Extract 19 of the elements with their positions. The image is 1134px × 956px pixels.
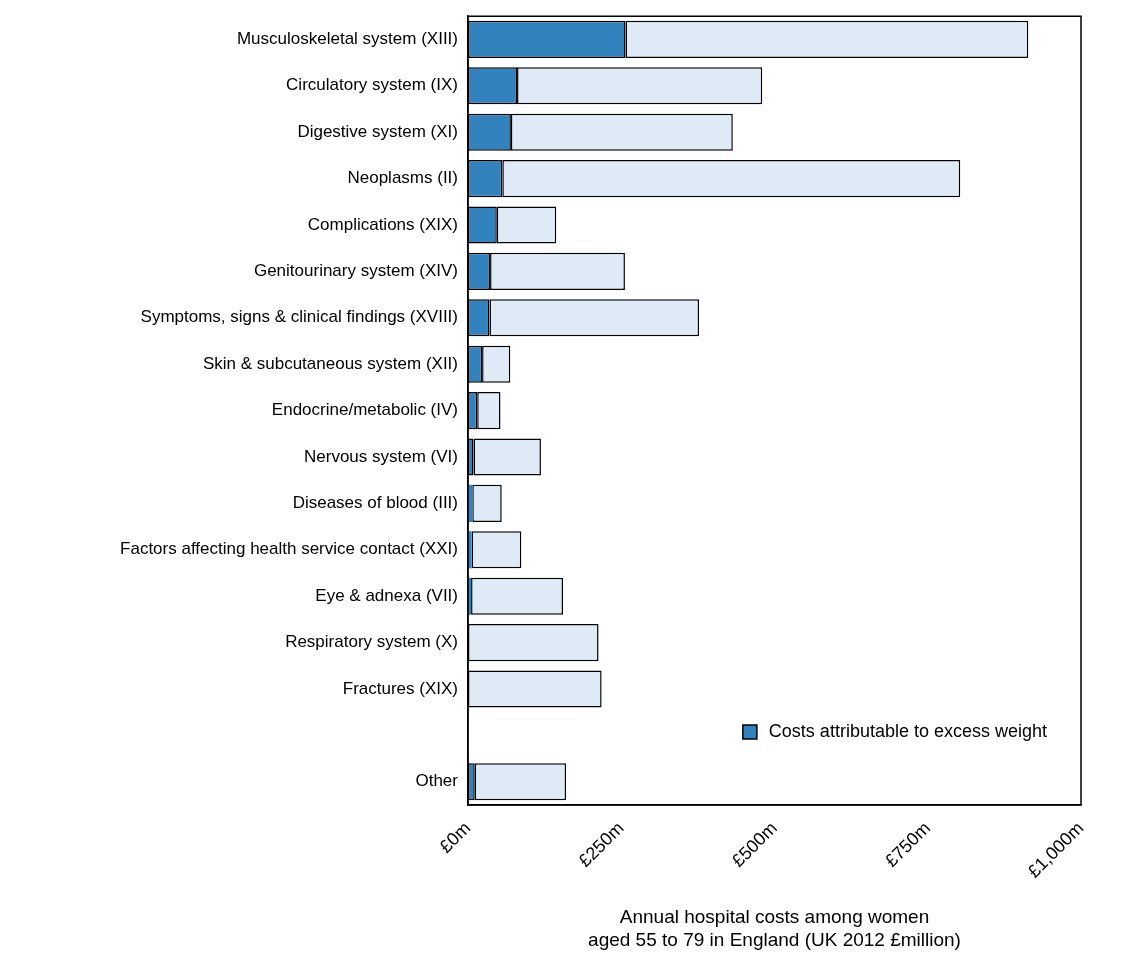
x-tick-label: £0m: [435, 817, 475, 857]
y-tick-label: Nervous system (VI): [304, 446, 458, 466]
y-tick-label: Respiratory system (X): [285, 632, 458, 652]
y-tick-label: Symptoms, signs & clinical findings (XVIII): [140, 307, 458, 327]
y-tick-label: Fractures (XIX): [342, 678, 458, 698]
y-tick-label: Digestive system (XI): [297, 121, 458, 141]
y-tick-label: Musculoskeletal system (XIII): [236, 29, 458, 49]
y-tick-label: Circulatory system (IX): [286, 75, 458, 95]
y-tick-label: Other: [415, 771, 459, 791]
y-tick-label: Diseases of blood (III): [292, 493, 458, 513]
y-tick-label: Neoplasms (II): [347, 168, 458, 188]
y-tick-label: Genitourinary system (XIV): [253, 261, 458, 281]
x-axis-title: Annual hospital costs among women aged 55 to 79 in England (UK 2012 £million): [588, 906, 961, 950]
legend-label: Costs attributable to excess weight: [768, 720, 1047, 741]
y-tick-label: Factors affecting health service contact (XXI): [120, 539, 458, 559]
y-tick-label: Endocrine/metabolic (IV): [271, 400, 458, 420]
y-tick-label: Complications (XIX): [307, 214, 458, 234]
y-tick-label: Skin & subcutaneous system (XII): [202, 353, 458, 373]
y-tick-label: Eye & adnexa (VII): [315, 585, 458, 605]
